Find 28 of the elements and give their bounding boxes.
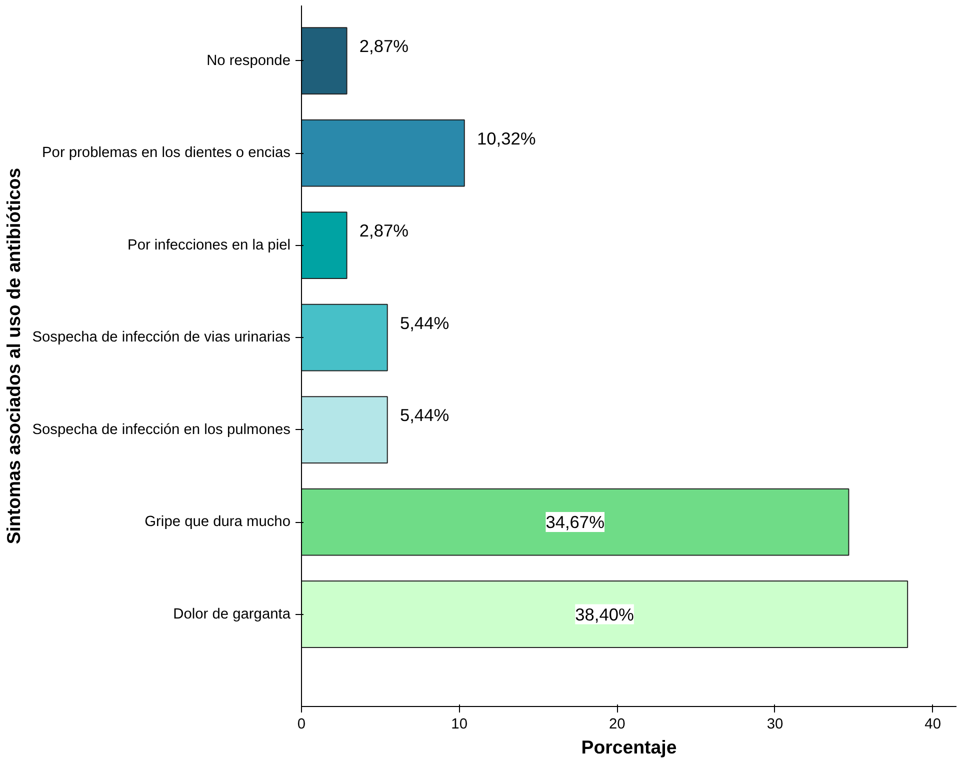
y-axis-title: Sintomas asociados al uso de antibióticos [3,168,24,544]
y-tick-label: Sospecha de infección de vias urinarias [32,330,291,346]
data-label: 10,32% [477,128,536,148]
x-tick-label: 10 [451,716,468,732]
bar [302,212,348,280]
data-label: 2,87% [359,36,409,56]
y-tick-label: Por infecciones en la piel [128,237,291,254]
bar [302,304,388,372]
bar [302,488,850,556]
data-label: 5,44% [400,405,450,426]
bar [302,119,465,187]
y-tick-label: No responde [206,52,291,69]
bar [302,396,388,464]
data-label: 38,40% [575,604,634,624]
x-tick-label: 20 [609,716,626,732]
x-tick-label: 30 [766,716,784,732]
y-tick-label: Por problemas en los dientes o encias [42,145,290,162]
x-tick-label: 0 [297,716,306,732]
x-tick-label: 40 [924,716,941,732]
data-label: 34,67% [546,512,604,532]
bar [302,27,348,95]
y-tick-label: Sospecha de infección en los pulmones [32,422,290,438]
data-label: 5,44% [400,312,450,333]
bar [302,580,908,648]
data-label: 2,87% [359,220,409,241]
x-axis-title: Porcentaje [581,736,677,758]
y-tick-label: Dolor de garganta [173,606,292,622]
y-tick-label: Gripe que dura mucho [144,514,291,530]
